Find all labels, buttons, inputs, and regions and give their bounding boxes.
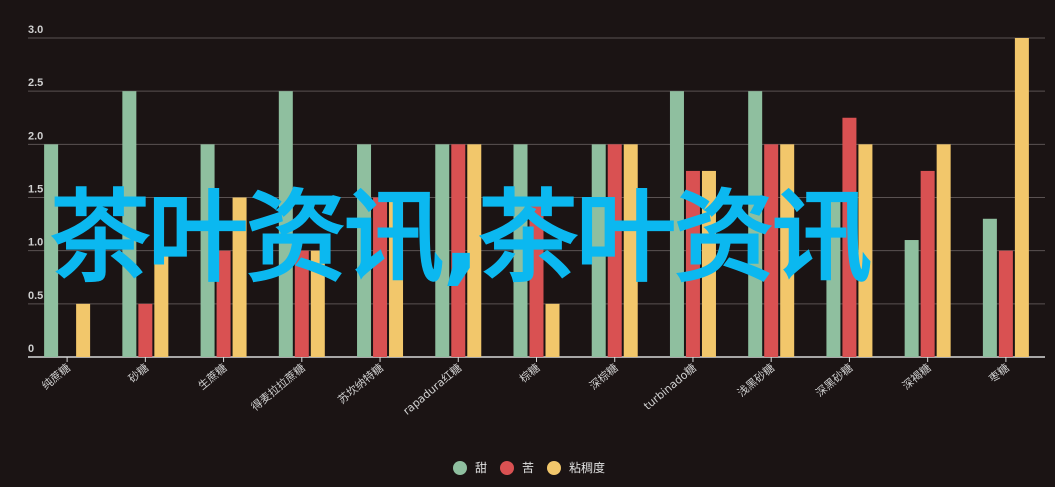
bar-粘稠度[interactable] — [467, 144, 482, 357]
bar-粘稠度[interactable] — [936, 144, 951, 357]
gridlines — [28, 37, 1045, 358]
bar-甜[interactable] — [200, 144, 215, 357]
bar-粘稠度[interactable] — [1014, 38, 1029, 357]
legend-swatch[interactable] — [500, 461, 514, 475]
bar-甜[interactable] — [513, 144, 528, 357]
bar-苦[interactable] — [685, 170, 700, 357]
legend-label[interactable]: 苦 — [522, 461, 534, 475]
x-tick-label: rapadura红糖 — [400, 361, 464, 418]
bar-粘稠度[interactable] — [310, 250, 325, 357]
bar-甜[interactable] — [904, 240, 919, 357]
bar-苦[interactable] — [216, 250, 231, 357]
bar-甜[interactable] — [122, 91, 137, 358]
x-tick-label: 生蔗糖 — [195, 361, 229, 393]
bar-甜[interactable] — [278, 91, 293, 358]
y-tick-label: 0.5 — [28, 290, 43, 302]
x-tick-label: 深棕糖 — [586, 361, 620, 393]
x-tick-label: 纯蔗糖 — [39, 361, 73, 393]
bar-甜[interactable] — [748, 91, 763, 358]
bar-甜[interactable] — [669, 91, 684, 358]
x-tick-label: 深褐糖 — [899, 361, 933, 393]
bar-粘稠度[interactable] — [780, 144, 795, 357]
bar-苦[interactable] — [138, 303, 153, 357]
bar-甜[interactable] — [826, 197, 841, 358]
x-tick-label: 浅黑砂糖 — [734, 361, 777, 400]
y-tick-label: 3.0 — [28, 24, 43, 36]
y-tick-label: 2.0 — [28, 130, 43, 142]
y-tick-label: 1.0 — [28, 237, 43, 249]
bar-甜[interactable] — [357, 144, 372, 357]
bar-苦[interactable] — [920, 170, 935, 357]
bar-粘稠度[interactable] — [232, 197, 247, 358]
x-axis-labels: 纯蔗糖 砂糖 生蔗糖 得麦拉拉蔗糖 苏坎纳特糖 rapadura红糖 棕糖 深棕糖 turbin… — [39, 357, 1012, 418]
y-axis-ticks: 0 0.5 1.0 1.5 2.0 2.5 3.0 — [28, 24, 43, 355]
bar-苦[interactable] — [529, 197, 544, 358]
bar-苦[interactable] — [607, 144, 622, 357]
bars — [44, 38, 1029, 358]
bar-苦[interactable] — [764, 144, 779, 357]
legend[interactable]: 甜 苦 粘稠度 — [453, 460, 605, 475]
bar-苦[interactable] — [842, 117, 857, 357]
x-tick-label: 苏坎纳特糖 — [335, 361, 386, 407]
x-tick-label: 砂糖 — [125, 361, 151, 386]
legend-swatch[interactable] — [547, 461, 561, 475]
bar-苦[interactable] — [451, 144, 466, 357]
y-tick-label: 1.5 — [28, 184, 43, 196]
bar-苦[interactable] — [294, 250, 309, 357]
y-tick-label: 2.5 — [28, 77, 43, 89]
bar-甜[interactable] — [44, 144, 59, 357]
legend-label[interactable]: 粘稠度 — [569, 460, 605, 475]
bar-粘稠度[interactable] — [545, 303, 560, 357]
legend-swatch[interactable] — [453, 461, 467, 475]
bar-甜[interactable] — [435, 144, 450, 357]
bar-苦[interactable] — [998, 250, 1013, 357]
x-tick-label: turbinado糖 — [641, 361, 699, 413]
bar-粘稠度[interactable] — [389, 197, 404, 358]
x-tick-label: 枣糖 — [986, 361, 1012, 386]
bar-粘稠度[interactable] — [76, 303, 91, 357]
bar-粘稠度[interactable] — [623, 144, 638, 357]
x-tick-label: 棕糖 — [517, 361, 543, 386]
bar-甜[interactable] — [982, 218, 997, 357]
x-tick-label: 得麦拉拉蔗糖 — [248, 361, 308, 414]
bar-粘稠度[interactable] — [858, 144, 873, 357]
bar-苦[interactable] — [373, 197, 388, 358]
x-tick-label: 深黑砂糖 — [813, 361, 856, 400]
legend-label[interactable]: 甜 — [475, 461, 487, 475]
y-tick-label: 0 — [28, 343, 34, 355]
bar-甜[interactable] — [591, 144, 606, 357]
bar-粘稠度[interactable] — [154, 250, 169, 357]
bar-粘稠度[interactable] — [701, 170, 716, 357]
